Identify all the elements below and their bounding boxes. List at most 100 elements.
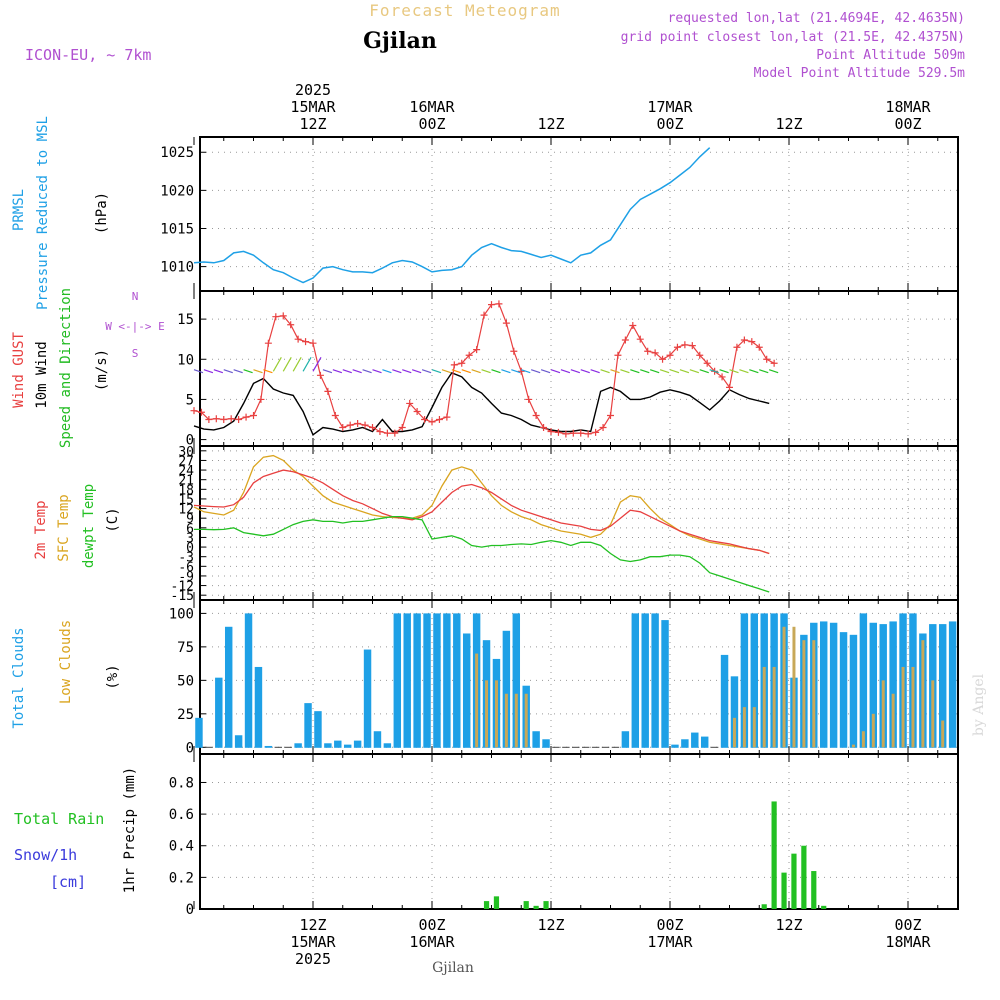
gust-marker: [562, 430, 570, 438]
total-cloud-bar: [542, 739, 550, 748]
sfc-temp-line: [193, 454, 770, 555]
low-clouds-label: Low Clouds: [58, 620, 74, 704]
gust-marker: [316, 371, 324, 379]
total-cloud-bar: [254, 666, 263, 748]
total-cloud-bar: [730, 676, 739, 748]
total-cloud-bar: [948, 621, 957, 748]
y-tick-label: 15: [177, 312, 194, 328]
total-cloud-bar: [324, 743, 332, 748]
wind-arrow: [630, 369, 640, 374]
low-cloud-bar: [732, 717, 736, 748]
gust-line: [193, 303, 775, 435]
total-cloud-bar: [859, 613, 868, 748]
gust-marker: [525, 395, 533, 403]
gust-marker: [659, 355, 667, 363]
panel-frame: [199, 753, 959, 910]
rain-bar: [483, 901, 490, 909]
wind-arrow: [481, 369, 491, 374]
total-cloud-bar: [849, 634, 858, 748]
snow-label: Snow/1h: [14, 846, 77, 864]
low-cloud-bar: [812, 640, 816, 748]
time-label: 00Z: [894, 115, 921, 133]
wind-arrow: [709, 369, 719, 374]
time-label: 15MAR: [290, 933, 336, 951]
wind-arrow: [942, 387, 948, 405]
total-cloud-bar: [462, 633, 471, 748]
gust-marker: [391, 429, 399, 437]
y-tick-label: 12: [178, 503, 194, 518]
total-cloud-bar: [819, 621, 828, 748]
y-tick-label: 0: [186, 740, 194, 756]
y-tick-label: 15: [178, 493, 194, 508]
y-tick-label: 18: [178, 483, 194, 498]
gust-marker: [309, 339, 317, 347]
gust-marker: [540, 424, 548, 432]
rain-bar: [821, 905, 827, 909]
total-cloud-bar: [681, 739, 689, 748]
gust-marker: [517, 367, 525, 375]
gust-marker: [673, 343, 681, 351]
wind-arrow: [590, 369, 600, 374]
gust-marker: [250, 411, 257, 419]
gust-marker: [703, 359, 711, 367]
gust-marker: [458, 359, 466, 367]
model-altitude: Model Point Altitude 529.5m: [754, 66, 965, 81]
y-tick-label: 10: [177, 352, 194, 368]
gust-marker: [235, 415, 243, 423]
wind-arrow: [332, 369, 343, 374]
low-cloud-bar: [871, 713, 875, 748]
wind-arrow: [213, 369, 224, 374]
temp-dewpt-label: dewpt Temp: [81, 484, 97, 568]
low-cloud-bar: [851, 744, 855, 748]
gust-marker: [577, 429, 585, 437]
gust-marker: [599, 424, 607, 432]
wind-arrow: [362, 369, 372, 374]
time-label: 18MAR: [885, 98, 931, 116]
y-tick-label: 0.6: [169, 807, 194, 823]
panel-precip: 0 0.2 0.4 0.6 0.8: [169, 753, 959, 918]
low-cloud-bar: [514, 693, 518, 748]
gust-marker: [644, 347, 652, 355]
total-cloud-bar: [512, 613, 521, 748]
total-cloud-bar: [294, 743, 302, 748]
total-cloud-bar: [373, 731, 382, 748]
gust-marker: [346, 421, 354, 429]
wind-arrow: [813, 387, 819, 405]
total-cloud-bar: [453, 613, 461, 748]
time-label: 12Z: [775, 916, 802, 934]
y-tick-label: 0: [186, 433, 194, 449]
time-label: 00Z: [418, 916, 445, 934]
wind-arrow: [729, 369, 739, 374]
time-label: 00Z: [656, 916, 683, 934]
wind-arrow: [511, 369, 521, 374]
rain-bar: [543, 901, 549, 909]
total-cloud-bar: [403, 613, 411, 748]
total-cloud-bar: [889, 621, 897, 748]
rain-bar: [533, 905, 539, 909]
wind-arrow: [402, 369, 412, 374]
wind-arrow: [779, 370, 788, 373]
gust-marker: [287, 321, 295, 329]
total-cloud-bar: [234, 735, 243, 748]
gust-marker: [354, 420, 362, 428]
low-cloud-bar: [911, 666, 915, 748]
total-cloud-bar: [433, 613, 441, 748]
y-tick-label: 6: [186, 522, 194, 537]
wind-arrow: [759, 369, 769, 374]
gust-marker: [257, 395, 265, 403]
gust-marker: [584, 430, 592, 438]
precip-unit: 1hr Precip (mm): [122, 767, 138, 893]
wind-arrow: [719, 369, 729, 374]
compass-n: N: [132, 290, 139, 303]
total-cloud-bar: [264, 745, 273, 748]
compass-s: S: [132, 347, 139, 360]
wind10m-line: [193, 372, 770, 436]
y-tick-label: 21: [178, 474, 194, 489]
gust-marker: [339, 424, 347, 432]
y-tick-label: 5: [186, 392, 194, 408]
temp-sfc-label: SFC Temp: [56, 494, 72, 561]
total-cloud-bar: [224, 626, 233, 748]
total-cloud-bar: [443, 613, 451, 748]
y-tick-label: 3: [186, 531, 194, 546]
